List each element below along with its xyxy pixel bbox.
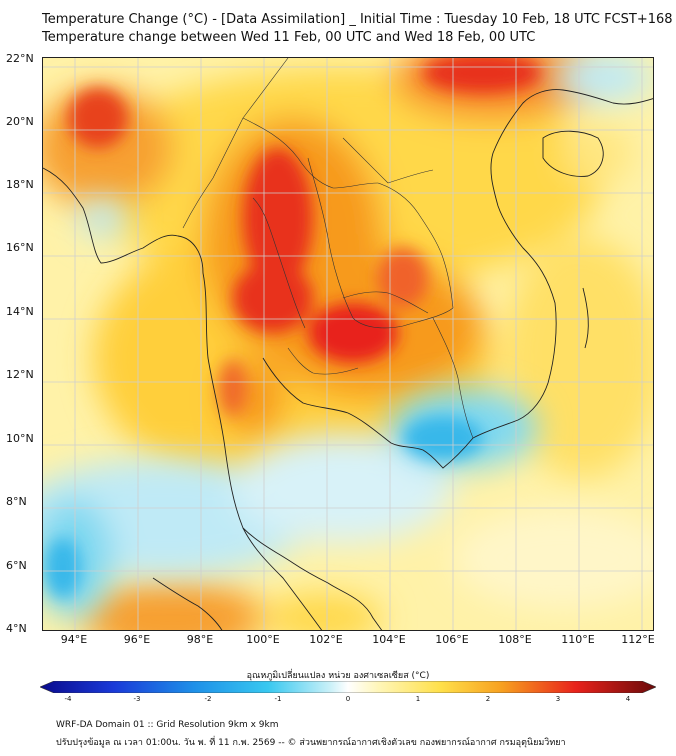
colorbar-tick: -2: [204, 695, 212, 703]
colorbar-tick: 4: [625, 695, 631, 703]
coastlines: [43, 89, 653, 630]
lon-label: 108°E: [498, 633, 532, 646]
lon-label: 102°E: [309, 633, 343, 646]
graticule: [43, 58, 653, 630]
colorbar-tick: 2: [485, 695, 491, 703]
lon-label: 112°E: [621, 633, 655, 646]
lat-label: 10°N: [6, 432, 34, 445]
lat-label: 16°N: [6, 241, 34, 254]
colorbar-title: อุณหภูมิเปลี่ยนแปลง หน่วย องศาเซลเซียส (…: [246, 671, 430, 681]
lat-label: 14°N: [6, 305, 34, 318]
lon-label: 110°E: [561, 633, 595, 646]
footer-credit: ปรับปรุงข้อมูล ณ เวลา 01:00น. วัน พ. ที่…: [56, 738, 566, 748]
borders: [182, 58, 474, 439]
map-title: Temperature Change (°C) - [Data Assimila…: [42, 12, 673, 27]
lat-label: 18°N: [6, 178, 34, 191]
colorbar-tick: -3: [133, 695, 141, 703]
lat-label: 20°N: [6, 115, 34, 128]
footer-model-info: WRF-DA Domain 01 :: Grid Resolution 9km …: [56, 720, 279, 730]
map-subtitle: Temperature change between Wed 11 Feb, 0…: [42, 30, 536, 45]
lon-label: 98°E: [186, 633, 214, 646]
lon-label: 106°E: [435, 633, 469, 646]
lon-label: 100°E: [246, 633, 280, 646]
colorbar: [40, 681, 656, 693]
lat-label: 8°N: [6, 495, 27, 508]
map-canvas: [43, 58, 653, 630]
colorbar-tick: -1: [274, 695, 282, 703]
colorbar-tick: 0: [345, 695, 351, 703]
colorbar-tick: 3: [555, 695, 561, 703]
lon-label: 94°E: [60, 633, 88, 646]
temperature-change-map[interactable]: [42, 57, 654, 631]
colorbar-tick: -4: [64, 695, 72, 703]
lat-label: 4°N: [6, 622, 27, 635]
lon-label: 104°E: [372, 633, 406, 646]
lon-label: 96°E: [123, 633, 151, 646]
colorbar-tick: 1: [415, 695, 421, 703]
lat-label: 12°N: [6, 368, 34, 381]
lat-label: 22°N: [6, 52, 34, 65]
lat-label: 6°N: [6, 559, 27, 572]
